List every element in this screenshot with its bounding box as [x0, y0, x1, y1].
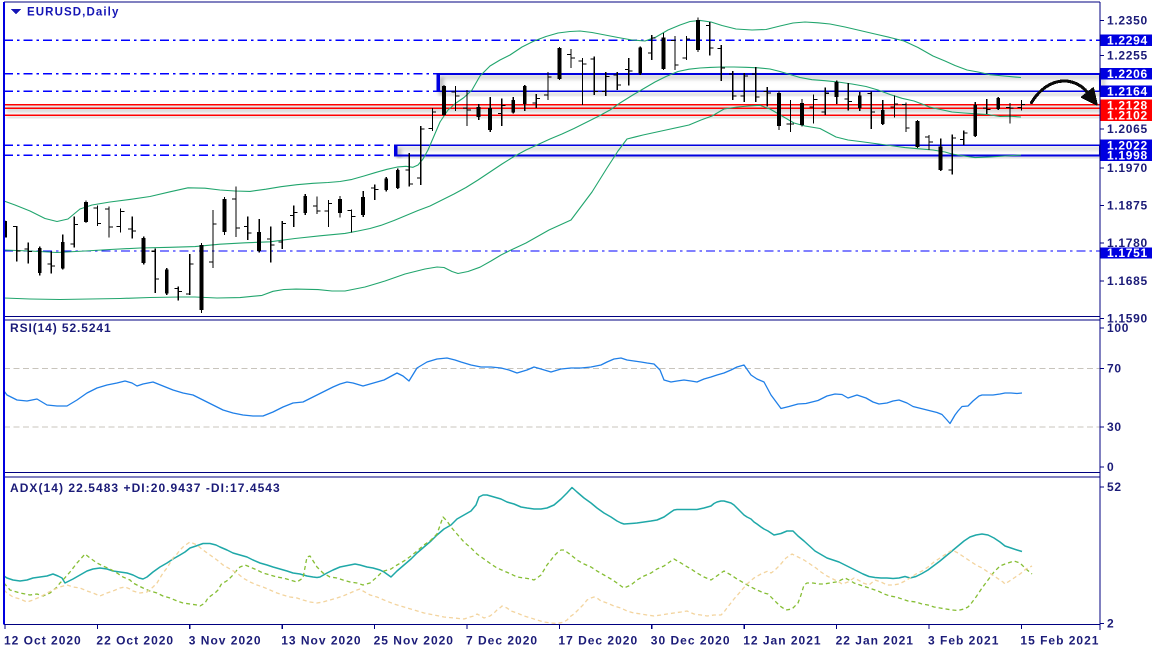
svg-text:70: 70 [1107, 362, 1122, 376]
svg-text:12 Jan 2021: 12 Jan 2021 [743, 634, 821, 648]
svg-text:ADX(14) 22.5483 +DI:20.9437 -D: ADX(14) 22.5483 +DI:20.9437 -DI:17.4543 [10, 481, 281, 495]
svg-text:1.2206: 1.2206 [1107, 67, 1148, 81]
svg-text:1.2164: 1.2164 [1107, 84, 1148, 98]
svg-text:30 Dec 2020: 30 Dec 2020 [651, 634, 731, 648]
svg-text:RSI(14) 52.5241: RSI(14) 52.5241 [10, 321, 112, 335]
svg-text:1.1590: 1.1590 [1107, 312, 1148, 326]
svg-text:2: 2 [1107, 617, 1114, 631]
svg-text:1.2022: 1.2022 [1107, 138, 1148, 152]
svg-text:0: 0 [1107, 460, 1114, 474]
svg-text:7 Dec 2020: 7 Dec 2020 [466, 634, 538, 648]
svg-text:30: 30 [1107, 420, 1122, 434]
svg-text:1.2065: 1.2065 [1107, 122, 1148, 136]
svg-text:1.2350: 1.2350 [1107, 14, 1148, 28]
svg-text:1.2102: 1.2102 [1107, 109, 1148, 123]
svg-text:17 Dec 2020: 17 Dec 2020 [558, 634, 638, 648]
svg-text:22 Jan 2021: 22 Jan 2021 [836, 634, 914, 648]
svg-text:52: 52 [1107, 480, 1122, 494]
svg-text:1.1998: 1.1998 [1107, 149, 1148, 163]
svg-text:1.2294: 1.2294 [1107, 33, 1148, 47]
svg-text:EURUSD,Daily: EURUSD,Daily [27, 7, 119, 19]
svg-text:15 Feb 2021: 15 Feb 2021 [1020, 634, 1099, 648]
svg-text:1.1685: 1.1685 [1107, 274, 1148, 288]
svg-text:22 Oct 2020: 22 Oct 2020 [96, 634, 174, 648]
svg-text:1.2255: 1.2255 [1107, 49, 1148, 63]
svg-text:25 Nov 2020: 25 Nov 2020 [374, 634, 454, 648]
svg-text:1.1751: 1.1751 [1107, 246, 1148, 260]
svg-text:1.1780: 1.1780 [1107, 236, 1148, 250]
svg-text:100: 100 [1107, 321, 1129, 335]
svg-text:3 Nov 2020: 3 Nov 2020 [189, 634, 262, 648]
svg-text:13 Nov 2020: 13 Nov 2020 [281, 634, 361, 648]
svg-text:12 Oct 2020: 12 Oct 2020 [4, 634, 82, 648]
svg-text:1.1875: 1.1875 [1107, 199, 1148, 213]
svg-text:1.1970: 1.1970 [1107, 161, 1148, 175]
svg-text:1.2128: 1.2128 [1107, 98, 1148, 112]
svg-text:3 Feb 2021: 3 Feb 2021 [928, 634, 999, 648]
